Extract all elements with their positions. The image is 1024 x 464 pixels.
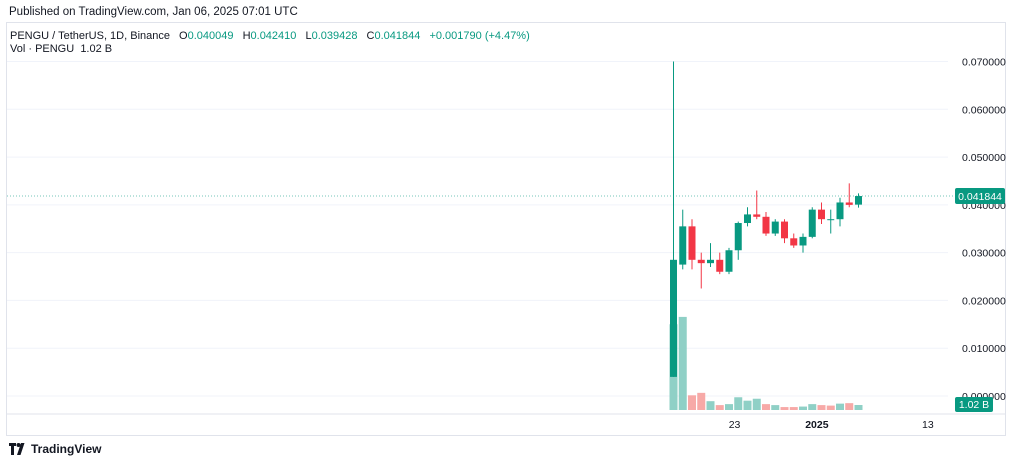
price-tick-label: 0.020000 [962,295,1006,307]
candle-body [818,209,825,220]
candle-body [707,259,714,264]
change-value: +0.001790 (+4.47%) [429,30,530,42]
high-label: H [242,30,251,42]
volume-bar [836,403,844,410]
candle-body [753,214,761,217]
volume-bar [771,405,780,410]
candle-body [845,202,853,205]
volume-label: Vol · PENGU [10,43,75,55]
volume-bar [706,401,715,410]
price-tick-label: 0.010000 [962,343,1006,355]
last-price-label: 0.041844 [958,191,1002,203]
time-tick-label: 23 [729,419,741,431]
candle-body [808,209,816,237]
candle-body [734,223,742,251]
price-tick-label: 0.070000 [962,57,1006,69]
time-axis: 23 2025 13 [7,413,1005,431]
volume-bar [780,407,789,410]
ohlc-legend: PENGU / TetherUS, 1D, Binance O0.040049 … [10,29,530,43]
high-value: 0.042410 [250,30,297,42]
volume-bar [817,405,826,410]
published-caption: Published on TradingView.com, Jan 06, 20… [9,6,298,18]
low-value: 0.039428 [311,30,358,42]
volume-bar [697,392,706,410]
volume-bar [678,316,687,410]
symbol-label: PENGU / TetherUS, 1D, Binance [10,30,170,42]
candle-body [697,259,705,264]
volume-bar [725,404,733,410]
close-value: 0.041844 [374,30,421,42]
volume-bar [743,400,752,410]
chart-frame[interactable] [6,22,1006,436]
grid-lines [7,61,948,397]
last-volume-label: 1.02 B [959,399,989,411]
candle-body [781,221,788,239]
candle-body [688,226,696,260]
candle-body [799,236,807,246]
time-tick-label: 2025 [805,419,829,431]
candle-body [725,250,733,272]
low-label: L [305,30,312,42]
last-volume-badge [955,397,993,412]
candle-body [670,259,677,377]
volume-bar [826,405,835,410]
price-tick-label: 0.030000 [962,248,1006,260]
tradingview-logo[interactable]: TradingView [9,442,101,456]
candle-body [716,259,724,272]
last-price-badge [955,188,1005,205]
candles [670,61,862,377]
price-tick-label: 0.060000 [962,104,1006,116]
volume-bar [799,406,807,410]
candle-body [771,221,779,234]
last-value-labels: 0.041844 1.02 B [7,188,1005,412]
volume-bar [688,395,696,410]
volume-legend: Vol · PENGU 1.02 B [10,43,112,55]
close-label: C [366,30,375,42]
volume-bar [762,404,770,410]
candle-body [855,196,862,205]
candle-body [744,214,751,224]
volume-bar [734,397,743,410]
volume-bar [752,398,761,410]
volume-bar [715,405,724,410]
price-axis: 0.0700000.0600000.0500000.0400000.030000… [962,57,1006,404]
candle-body [790,238,798,246]
volume-bar [808,404,817,410]
open-value: 0.040049 [187,30,234,42]
time-tick-label: 13 [922,419,934,431]
open-label: O [179,30,188,42]
candle-body [827,219,835,221]
price-tick-label: 0.050000 [962,152,1006,164]
candle-body [762,216,770,234]
volume-bar [845,403,854,410]
candle-body [836,202,844,220]
volume-bar [854,405,863,410]
volume-value: 1.02 B [80,43,113,55]
tradingview-logo-icon [9,443,25,455]
candle-body [679,226,687,265]
volume-bar [789,407,798,410]
brand-name: TradingView [31,442,102,456]
